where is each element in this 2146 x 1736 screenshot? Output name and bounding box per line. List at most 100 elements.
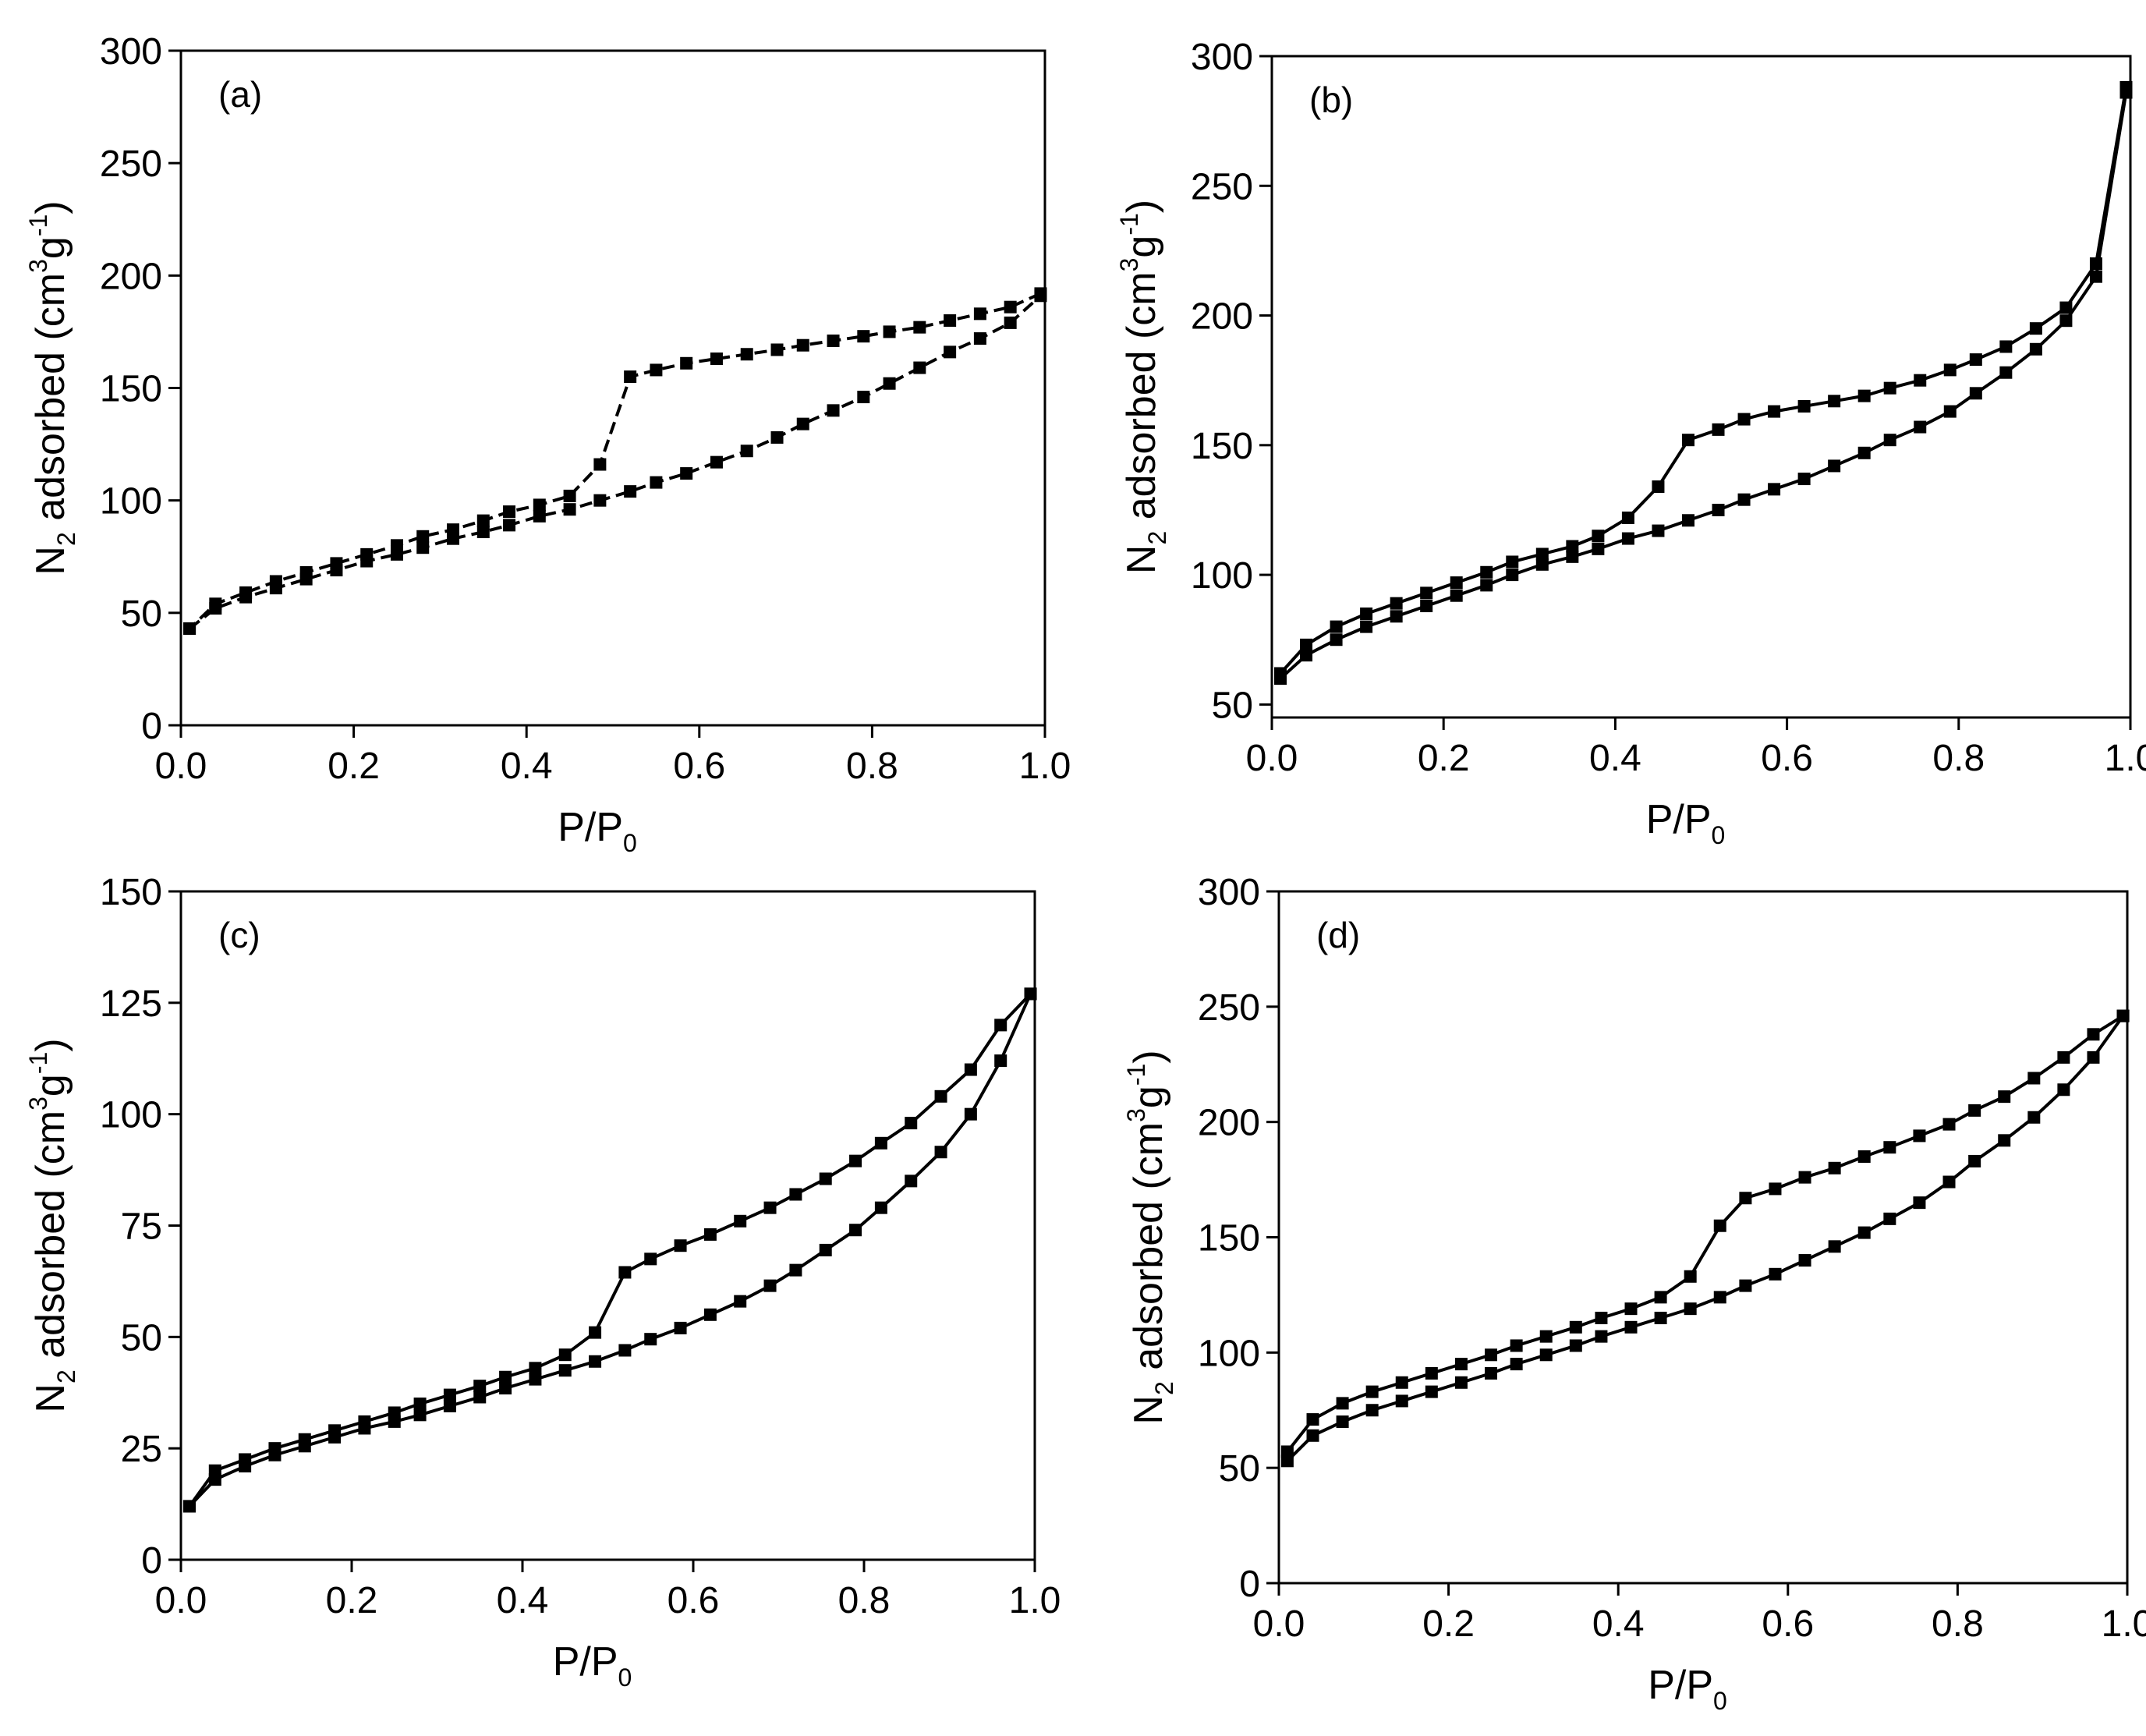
- data-point-desorption: [1330, 620, 1343, 633]
- data-point-adsorption: [1592, 542, 1605, 555]
- data-point-desorption: [413, 1398, 427, 1411]
- data-point-adsorption: [2087, 1050, 2100, 1064]
- data-point-adsorption: [1883, 434, 1896, 447]
- data-point-adsorption: [1768, 483, 1781, 496]
- data-point-adsorption: [1914, 420, 1927, 434]
- data-point-adsorption: [1828, 1240, 1841, 1253]
- data-point-desorption: [674, 1239, 687, 1252]
- y-axis-title: N2 adsorbed (cm3g-1): [24, 200, 80, 575]
- plot-frame: [1270, 55, 2132, 719]
- data-point-adsorption: [589, 1355, 602, 1368]
- y-axis-title-n: N: [1119, 545, 1164, 575]
- chart-panel-b: 0.0 0.2 0.4 0.6 0.8 1.0 50 100 150 200 250 300 (b) P/…: [1115, 37, 2146, 849]
- y-axis-title-mid: adsorbed (cm: [28, 1111, 73, 1369]
- data-point-desorption: [618, 1266, 632, 1279]
- x-axis-title-main: P/P: [1646, 797, 1712, 842]
- data-point-adsorption: [680, 467, 693, 480]
- data-point-desorption: [770, 343, 784, 356]
- data-point-adsorption: [789, 1263, 802, 1277]
- y-axis-title: N2 adsorbed (cm3g-1): [1122, 1050, 1178, 1424]
- data-point-desorption: [994, 1019, 1007, 1032]
- data-point-adsorption: [1797, 473, 1811, 486]
- y-tick-label: 100: [100, 481, 162, 523]
- data-point-desorption: [740, 348, 753, 361]
- x-tick-label: 0.8: [1932, 1603, 1984, 1645]
- data-point-desorption: [1737, 413, 1751, 426]
- data-point-adsorption: [533, 509, 546, 523]
- data-point-desorption: [703, 1228, 717, 1241]
- data-point-desorption: [358, 1415, 371, 1428]
- y-axis-title-mid: adsorbed (cm: [1119, 271, 1164, 530]
- data-point-adsorption: [796, 417, 809, 430]
- data-point-desorption: [268, 1442, 282, 1455]
- data-point-desorption: [388, 1406, 401, 1419]
- data-point-adsorption: [883, 377, 896, 390]
- x-tick-label: 0.0: [155, 746, 207, 787]
- panel-label: (c): [218, 915, 260, 955]
- y-axis-title-superscript: -1: [1115, 213, 1143, 235]
- data-point-desorption: [416, 530, 430, 543]
- y-axis-title-superscript: -1: [1122, 1064, 1150, 1086]
- data-point-adsorption: [819, 1243, 832, 1256]
- data-point-desorption: [734, 1214, 747, 1228]
- data-point-desorption: [1300, 638, 1313, 651]
- x-tick-label: 1.0: [1009, 1580, 1061, 1621]
- data-point-adsorption: [973, 332, 986, 345]
- data-point-desorption: [1914, 374, 1927, 387]
- data-point-desorption: [269, 575, 282, 588]
- y-axis-title-subscript: 2: [1143, 531, 1171, 545]
- data-point-adsorption: [674, 1321, 687, 1334]
- data-point-adsorption: [1942, 1175, 1956, 1189]
- data-point-adsorption: [1454, 1376, 1468, 1389]
- data-point-adsorption: [1510, 1358, 1523, 1371]
- y-tick-label: 150: [100, 369, 162, 410]
- data-point-adsorption: [1365, 1404, 1379, 1417]
- y-axis-title-mid: adsorbed (cm: [28, 273, 73, 532]
- x-tick-label: 0.2: [326, 1580, 378, 1621]
- data-point-desorption: [2087, 1028, 2100, 1041]
- data-point-adsorption: [1998, 1134, 2011, 1147]
- y-tick-label: 200: [100, 256, 162, 297]
- data-point-adsorption: [624, 485, 637, 498]
- data-point-adsorption: [1737, 493, 1751, 506]
- y-axis-title-superscript: 3: [1115, 258, 1143, 272]
- data-point-adsorption: [1968, 1154, 1981, 1167]
- x-axis-title-subscript: 0: [623, 829, 637, 857]
- data-point-desorption: [2029, 322, 2042, 335]
- data-point-adsorption: [1506, 569, 1519, 582]
- data-point-desorption: [1943, 363, 1957, 377]
- data-point-desorption: [934, 1089, 947, 1103]
- data-point-desorption: [1652, 480, 1665, 494]
- y-axis-title-g: g: [28, 1074, 73, 1097]
- data-point-adsorption: [1306, 1429, 1319, 1442]
- data-point-desorption: [1883, 381, 1896, 395]
- y-tick-label: 50: [1219, 1448, 1260, 1490]
- data-point-adsorption: [934, 1146, 947, 1159]
- data-point-adsorption: [618, 1344, 632, 1357]
- x-tick-label: 0.0: [1246, 738, 1298, 779]
- data-point-adsorption: [1420, 600, 1433, 613]
- data-point-adsorption: [1395, 1394, 1408, 1408]
- chart-panel-a: 0.0 0.2 0.4 0.6 0.8 1.0 0 50 100 150 200 250 300 (a) P…: [24, 31, 1071, 857]
- data-point-desorption: [360, 547, 374, 561]
- data-point-desorption: [208, 1464, 221, 1477]
- data-point-desorption: [1454, 1358, 1468, 1371]
- data-point-adsorption: [558, 1364, 572, 1377]
- y-axis-title-superscript: -1: [24, 1052, 52, 1074]
- data-point-adsorption: [703, 1308, 717, 1321]
- data-point-desorption: [529, 1362, 542, 1375]
- data-point-adsorption: [529, 1373, 542, 1386]
- y-axis-title-g: g: [1119, 236, 1164, 258]
- y-axis-title-mid: adsorbed (cm: [1126, 1122, 1171, 1381]
- x-axis-title-main: P/P: [558, 805, 623, 850]
- data-point-adsorption: [1569, 1339, 1582, 1352]
- x-tick-label: 1.0: [2102, 1603, 2146, 1645]
- data-point-desorption: [1034, 287, 1047, 300]
- data-point-desorption: [710, 353, 723, 366]
- data-point-desorption: [1450, 576, 1463, 590]
- data-point-desorption: [973, 307, 986, 321]
- x-axis-title-main: P/P: [1648, 1663, 1713, 1708]
- data-point-adsorption: [1712, 503, 1725, 516]
- data-point-desorption: [1998, 1090, 2011, 1104]
